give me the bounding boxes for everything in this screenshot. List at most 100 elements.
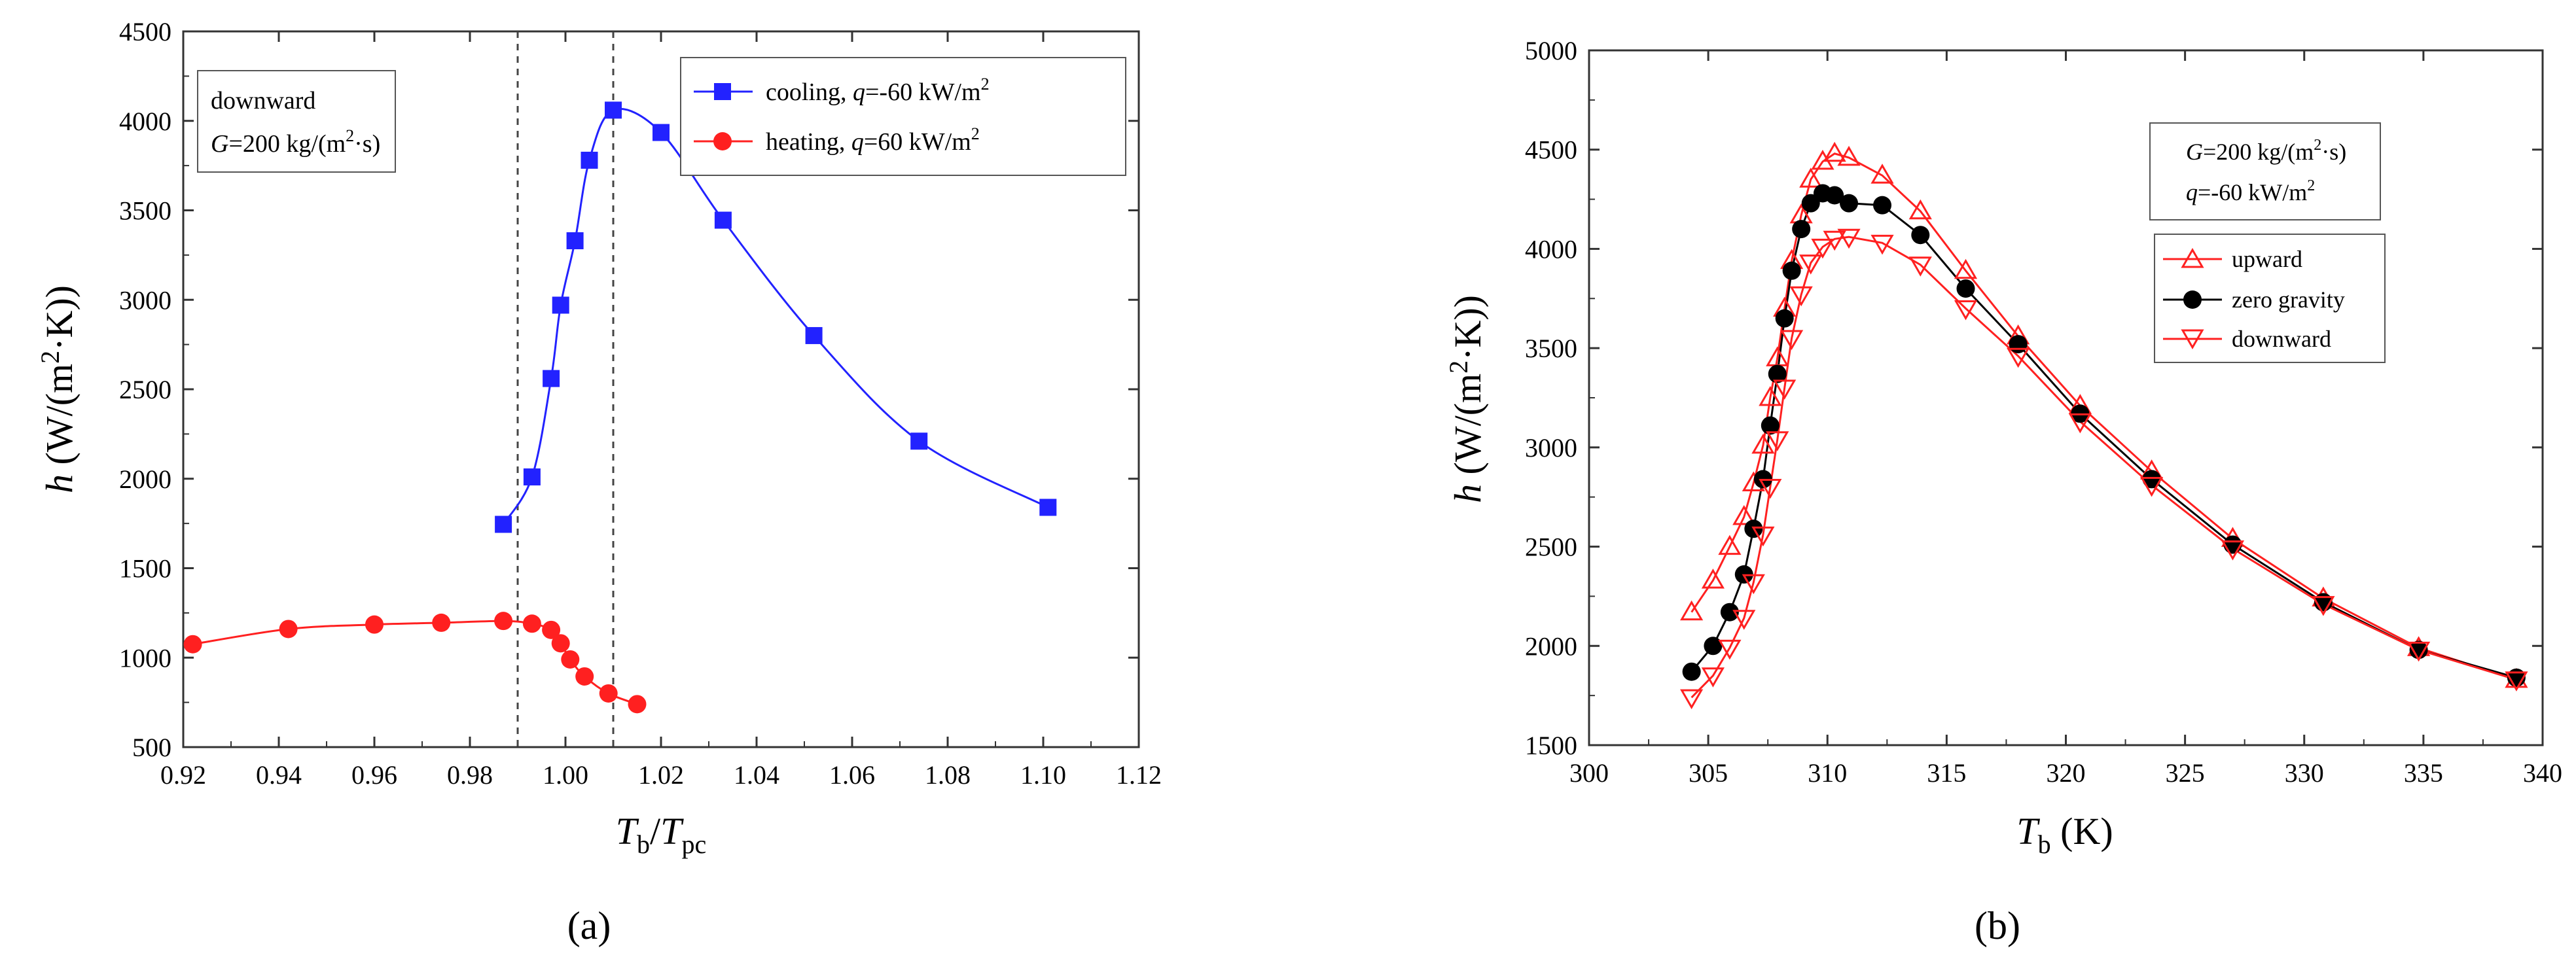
chart-b-x-tick-label: 335 <box>2404 758 2443 788</box>
chart-b-point-upward <box>1799 167 1823 188</box>
chart-b-curves <box>1690 152 2517 699</box>
chart-a-annotation-box <box>197 70 396 173</box>
chart-b-point-upward <box>1954 258 1978 279</box>
chart-b-x-tick-label: 325 <box>2166 758 2205 788</box>
chart-b-point-downward <box>1732 610 1756 630</box>
chart-b-point-zero-gravity <box>1911 226 1930 245</box>
chart-b-y-tick-label: 3500 <box>1525 334 1577 363</box>
chart-a-point-heating <box>628 695 647 714</box>
chart-b-point-zero-gravity <box>2223 535 2242 554</box>
chart-b-point-downward <box>2505 671 2528 692</box>
chart-a-point-heating <box>561 650 580 669</box>
chart-b-x-tick-label: 340 <box>2523 758 2562 788</box>
chart-a-y-tick-label: 4500 <box>119 17 171 46</box>
chart-b-point-upward <box>1759 385 1782 406</box>
chart-b-line-downward <box>1690 236 2517 699</box>
chart-b-x-tick-label: 310 <box>1808 758 1847 788</box>
chart-b-point-upward <box>1701 569 1725 589</box>
chart-b-point-zero-gravity <box>1782 261 1801 280</box>
chart-b-point-downward <box>1823 230 1846 251</box>
chart-a-point-heating <box>183 635 202 654</box>
chart-b-point-downward <box>2140 477 2164 497</box>
chart-a-point-heating <box>599 684 618 703</box>
chart-b-annotation: G=200 kg/(m2·s) q=-60 kW/m2 <box>2149 122 2381 220</box>
chart-b-point-downward <box>1789 286 1813 307</box>
chart-b-point-zero-gravity <box>1761 416 1780 435</box>
chart-b-point-upward <box>1870 164 1894 184</box>
chart-b-y-tick-label: 2000 <box>1525 631 1577 661</box>
chart-a-x-tick-label: 1.10 <box>1020 760 1066 790</box>
chart-b-point-downward <box>2406 641 2431 662</box>
chart-b-point-zero-gravity <box>1825 186 1844 205</box>
chart-b-y-tick-label: 5000 <box>1525 36 1577 65</box>
chart-b: 300 305 310 315 320 325 330 335 340 1500 2000 2500 3… <box>1444 36 2562 947</box>
chart-b-point-downward <box>1908 256 1932 277</box>
chart-b-y-tick-label: 2500 <box>1525 533 1577 562</box>
chart-a-point-cooling <box>495 516 512 533</box>
chart-a-legend-label-heating: heating, q=60 kW/m2 <box>766 124 980 156</box>
chart-a-legend-label-cooling: cooling, q=-60 kW/m2 <box>766 75 990 106</box>
chart-b-line-upward <box>1690 152 2517 681</box>
chart-b-point-zero-gravity <box>1720 603 1739 622</box>
chart-b-point-zero-gravity <box>2142 470 2161 489</box>
chart-a-x-tick-label: 1.06 <box>829 760 875 790</box>
chart-b-point-zero-gravity <box>1682 662 1701 681</box>
chart-b-point-zero-gravity <box>1840 194 1859 213</box>
chart-b-point-downward <box>2312 596 2335 616</box>
chart-b-point-downward <box>1780 330 1804 350</box>
chart-a-y-tick-label: 2500 <box>119 375 171 404</box>
chart-a-point-heating <box>365 615 384 634</box>
chart-a-legend-box <box>680 57 1126 176</box>
chart-b-point-zero-gravity <box>1768 364 1787 383</box>
chart-b-points <box>1680 141 2528 710</box>
chart-b-y-tick-label: 4500 <box>1525 135 1577 165</box>
chart-b-y-tick-label: 4000 <box>1525 234 1577 264</box>
chart-a-point-cooling <box>552 296 569 314</box>
chart-b-x-tick-label: 315 <box>1927 758 1966 788</box>
chart-a-x-tick-label: 1.12 <box>1116 760 1162 790</box>
chart-b-point-upward <box>1837 145 1861 166</box>
chart-a-ticks: 0.92 0.94 0.96 0.98 1.00 1.02 1.04 1.06 1.08 1.10… <box>119 17 1162 790</box>
chart-a-point-heating <box>575 667 594 686</box>
chart-b-legend-label-upward: upward <box>2232 246 2302 272</box>
chart-b-point-zero-gravity <box>2409 640 2428 659</box>
chart-b-legend-label-zero-gravity: zero gravity <box>2232 287 2345 313</box>
chart-b-point-zero-gravity <box>1873 196 1892 215</box>
chart-b-point-downward <box>1742 574 1765 595</box>
chart-a-y-tick-label: 500 <box>132 733 171 762</box>
chart-a-y-tick-label: 1500 <box>119 554 171 584</box>
chart-a-ylabel: h (W/(m2·K)) <box>35 285 80 493</box>
chart-a-curves <box>192 107 1048 705</box>
chart-a-point-heating <box>522 614 541 633</box>
chart-a-x-tick-label: 1.08 <box>925 760 971 790</box>
chart-b-point-downward <box>1759 479 1782 499</box>
chart-a-annotation-line2: G=200 kg/(m2·s) <box>211 126 380 158</box>
chart-a-point-heating <box>542 620 561 639</box>
chart-a-point-cooling <box>805 326 823 344</box>
chart-b-point-zero-gravity <box>1956 279 1975 298</box>
chart-a-y-tick-label: 1000 <box>119 643 171 673</box>
chart-a-point-heating <box>551 634 570 653</box>
chart-b-point-zero-gravity <box>1792 220 1811 239</box>
chart-b-point-downward <box>1718 639 1742 660</box>
chart-b-point-downward <box>2221 540 2245 561</box>
chart-b-point-downward <box>1799 254 1823 275</box>
chart-b-point-downward <box>1701 667 1725 688</box>
chart-b-legend-marker-downward <box>2181 329 2204 350</box>
chart-a-x-tick-label: 0.96 <box>351 760 397 790</box>
chart-b-point-downward <box>1751 526 1775 547</box>
chart-b-legend-marker-zero-gravity <box>2183 290 2202 309</box>
chart-a-legend-marker-cooling <box>714 83 731 100</box>
chart-a-point-heating <box>279 620 298 639</box>
chart-b-xlabel: Tb (K) <box>2016 810 2113 859</box>
chart-a-legend: cooling, q=-60 kW/m2 heating, q=60 kW/m2 <box>680 57 1126 176</box>
chart-a-y-tick-label: 4000 <box>119 107 171 136</box>
chart-b-x-tick-label: 300 <box>1569 758 1609 788</box>
chart-a-legend-marker-heating <box>713 132 732 150</box>
chart-a-y-tick-label: 2000 <box>119 464 171 494</box>
chart-a-point-heating <box>432 613 451 632</box>
chart-a-points <box>183 101 1057 714</box>
chart-b-point-downward <box>2068 413 2092 434</box>
chart-a-x-tick-label: 0.92 <box>160 760 206 790</box>
